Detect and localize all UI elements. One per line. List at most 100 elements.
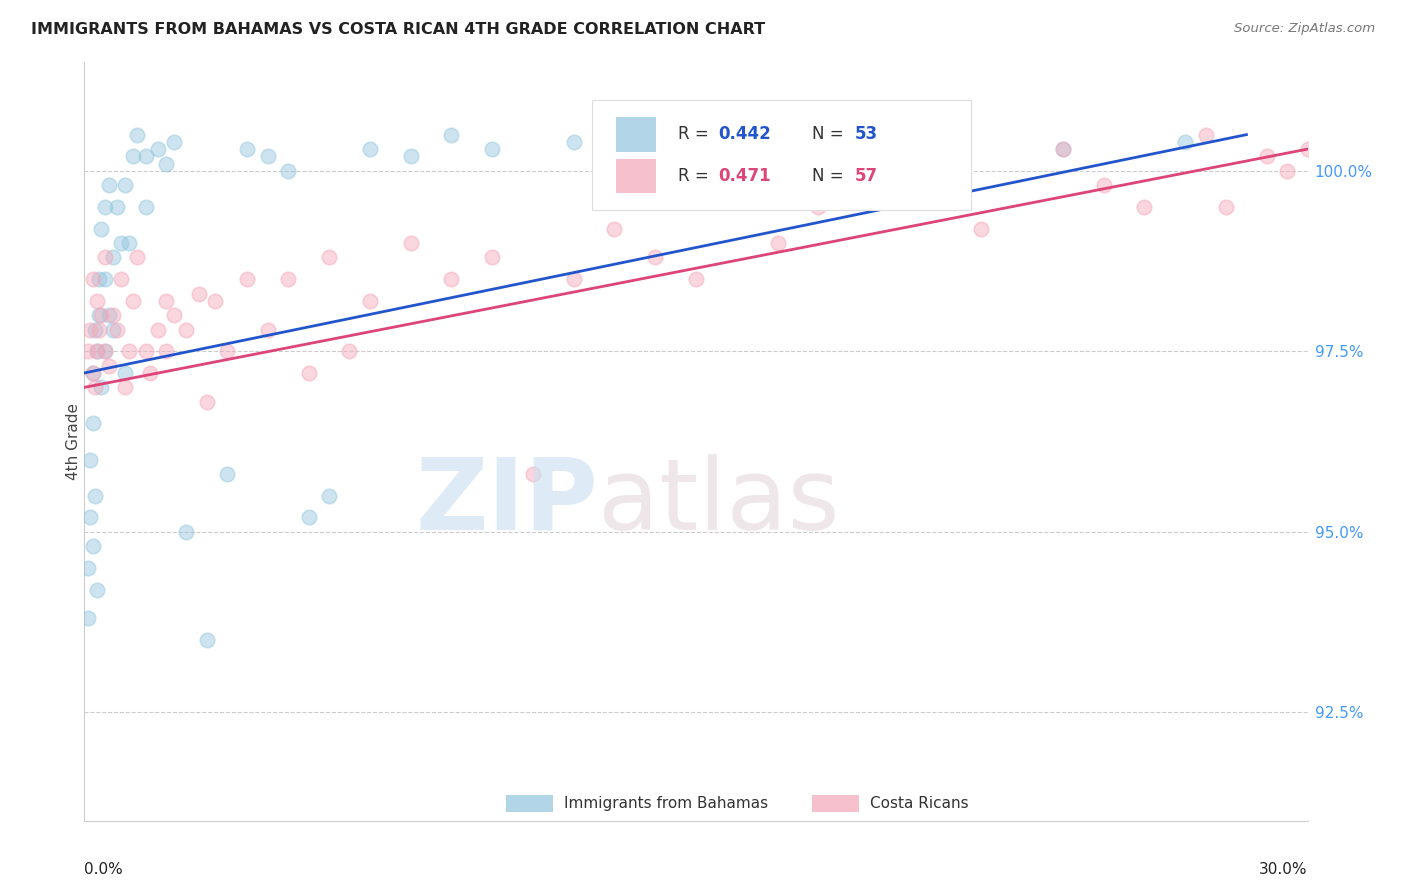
Point [146,323,169,337]
Point [217,344,239,359]
Point [138,366,160,380]
Point [101,308,124,322]
Text: 0.471: 0.471 [718,167,770,186]
Point [86,344,108,359]
Point [766,235,789,250]
Point [562,272,585,286]
Text: IMMIGRANTS FROM BAHAMAS VS COSTA RICAN 4TH GRADE CORRELATION CHART: IMMIGRANTS FROM BAHAMAS VS COSTA RICAN 4… [31,22,765,37]
Point [163,308,186,322]
Point [562,135,585,149]
Point [93,251,115,265]
Point [339,344,361,359]
Point [90,308,112,322]
Point [1195,128,1218,142]
Text: atlas: atlas [598,454,839,550]
FancyBboxPatch shape [616,118,655,152]
Text: ZIP: ZIP [415,454,598,550]
Point [82,539,104,553]
Point [481,251,503,265]
Point [90,380,112,394]
Point [122,149,145,163]
Point [83,380,105,394]
Text: 0.0%: 0.0% [84,863,124,878]
Point [146,142,169,156]
Text: Costa Ricans: Costa Ricans [870,796,969,811]
Point [1296,142,1319,156]
Point [155,344,177,359]
Point [93,200,115,214]
Point [122,293,145,308]
Point [318,251,340,265]
Point [82,417,104,431]
Text: 57: 57 [855,167,879,186]
Point [114,380,136,394]
Point [399,149,422,163]
Point [481,142,503,156]
Point [87,272,110,286]
Point [93,344,115,359]
Point [644,149,666,163]
Text: 0.442: 0.442 [718,126,770,144]
Point [155,156,177,170]
FancyBboxPatch shape [592,101,972,211]
Point [174,524,197,539]
Point [127,128,149,142]
Point [77,611,100,625]
Point [204,293,226,308]
Point [440,128,463,142]
Point [603,221,626,235]
Point [807,135,830,149]
Point [86,582,108,597]
Text: Immigrants from Bahamas: Immigrants from Bahamas [564,796,768,811]
Point [889,149,911,163]
Text: R =: R = [678,167,714,186]
Point [298,366,321,380]
Point [118,235,141,250]
Point [318,489,340,503]
Point [135,200,157,214]
Point [236,272,259,286]
Point [644,251,666,265]
Point [298,510,321,524]
Point [77,344,100,359]
Point [277,272,299,286]
FancyBboxPatch shape [813,795,859,812]
Point [1256,149,1278,163]
Point [93,344,115,359]
Point [725,142,748,156]
Point [522,467,544,481]
Point [105,200,128,214]
Point [359,293,381,308]
Point [163,135,186,149]
Point [79,452,101,467]
Point [101,251,124,265]
Point [79,510,101,524]
Point [195,394,218,409]
Point [82,272,104,286]
Y-axis label: 4th Grade: 4th Grade [66,403,80,480]
Point [97,178,120,193]
Point [807,200,830,214]
Point [236,142,259,156]
Point [118,344,141,359]
Point [1174,135,1197,149]
Point [1092,178,1115,193]
Point [970,221,993,235]
Point [195,633,218,648]
Point [110,272,132,286]
Point [87,323,110,337]
Point [86,344,108,359]
Point [83,323,105,337]
Point [82,366,104,380]
Point [359,142,381,156]
Point [399,235,422,250]
Point [217,467,239,481]
Point [1277,163,1299,178]
Point [174,323,197,337]
Point [1052,142,1074,156]
Text: Source: ZipAtlas.com: Source: ZipAtlas.com [1234,22,1375,36]
Point [135,344,157,359]
Point [257,149,280,163]
Point [82,366,104,380]
Point [1215,200,1237,214]
